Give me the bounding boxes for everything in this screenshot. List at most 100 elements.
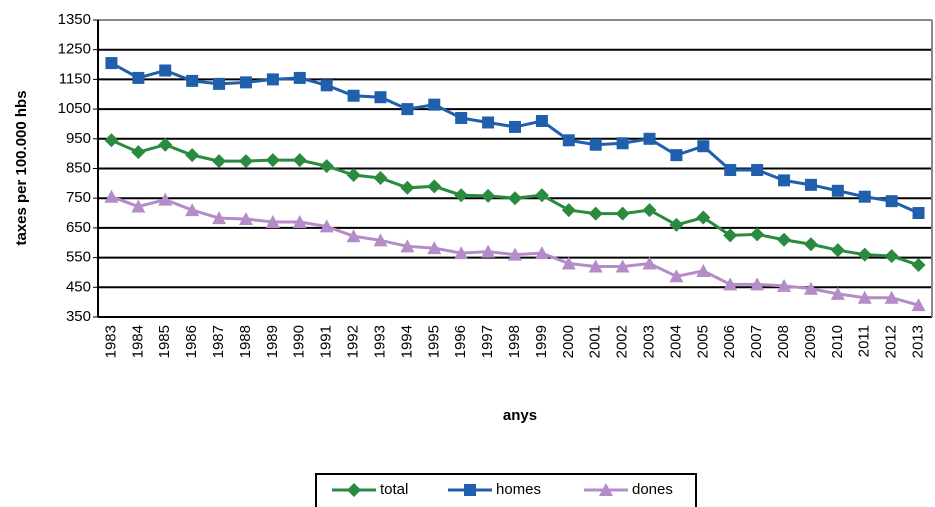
data-point [238,211,253,225]
legend-label: dones [632,481,673,498]
data-point [158,137,173,152]
x-tick-label: 2002 [614,325,631,358]
x-tick-label: 2003 [640,325,657,358]
x-tick-label: 1987 [210,325,227,358]
x-tick-label: 1997 [479,325,496,358]
data-point [804,178,817,191]
data-point [642,203,657,218]
data-point [750,277,765,291]
x-tick-label: 1998 [506,325,523,358]
data-point [238,154,253,169]
data-point [104,133,119,148]
data-point [158,192,173,206]
x-tick-label: 2012 [883,325,900,358]
data-point [373,233,388,247]
data-point [911,298,926,312]
data-point [454,246,469,260]
data-point [105,57,118,70]
y-tick-label: 850 [66,159,91,176]
data-point [562,134,575,147]
data-point [293,71,306,84]
data-point [534,246,549,260]
data-point [643,132,656,145]
data-point [346,168,361,183]
x-tick-label: 1993 [371,325,388,358]
data-point [803,237,818,252]
data-point [589,138,602,151]
y-axis-title: taxes per 100.000 hbs [13,90,30,245]
legend-marker [599,483,613,496]
data-point [616,137,629,150]
y-tick-label: 1250 [58,41,91,58]
data-point [778,174,791,187]
data-point [481,244,496,258]
data-point [319,159,334,174]
legend-label: total [380,481,408,498]
x-tick-label: 2010 [829,325,846,358]
data-point [508,247,522,261]
data-point [669,269,684,283]
data-point [777,278,792,292]
data-point [427,179,442,194]
y-tick-label: 450 [66,278,91,295]
data-point [535,114,548,127]
data-point [911,258,926,273]
data-point [427,241,442,255]
y-tick-label: 1050 [58,100,91,117]
data-point [858,190,871,203]
data-point [830,286,845,300]
data-point [751,163,764,176]
data-point [401,103,414,116]
data-point [615,259,630,273]
y-tick-label: 1150 [59,70,91,87]
data-point [454,188,469,203]
y-tick-label: 950 [66,130,91,147]
data-point [750,227,765,242]
x-tick-label: 2005 [694,325,711,358]
data-point [292,214,307,228]
data-point [588,206,603,221]
data-point [131,199,146,213]
data-point [884,290,899,304]
data-point [723,277,738,291]
x-tick-label: 2011 [856,325,873,357]
x-tick-label: 1990 [291,325,308,358]
x-tick-label: 1983 [102,325,119,358]
data-point [319,219,334,233]
data-point [320,79,333,92]
data-point [212,211,227,225]
data-point [777,232,792,247]
data-point [857,290,872,304]
y-tick-label: 550 [66,249,91,266]
data-point [212,154,227,169]
data-point [374,91,387,104]
data-point [104,189,119,203]
data-point [642,256,657,270]
data-point [131,145,146,160]
x-axis-title: anys [503,407,537,424]
x-tick-label: 1994 [398,325,415,358]
x-tick-label: 1984 [129,325,146,358]
data-point [400,180,415,195]
data-point [186,74,199,87]
data-point [400,239,415,253]
x-tick-label: 1992 [345,325,362,358]
data-point [373,171,388,186]
data-point [696,210,711,225]
x-tick-label: 1988 [237,325,254,358]
data-point [266,73,279,86]
data-point [561,203,576,218]
data-point [265,214,280,228]
data-point [723,228,738,243]
data-point [265,153,280,168]
data-point [213,77,226,90]
data-point [669,217,684,232]
data-point [588,259,603,273]
x-tick-label: 1996 [452,325,469,358]
data-point [857,247,872,262]
data-point [696,263,711,277]
data-point [482,116,495,129]
data-point [884,249,899,264]
x-tick-label: 1999 [533,325,550,358]
x-tick-label: 1985 [156,325,173,358]
